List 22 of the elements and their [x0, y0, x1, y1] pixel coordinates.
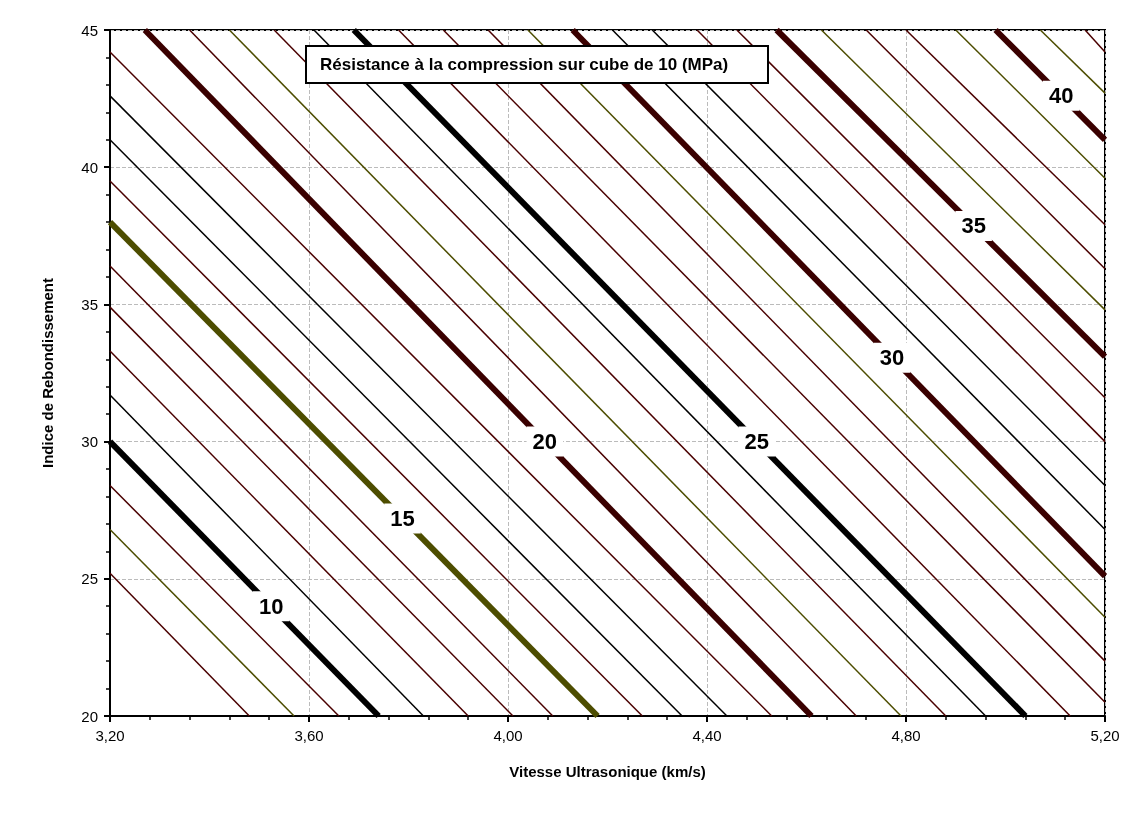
- series-label: 10: [258, 593, 284, 619]
- series-label: 15: [390, 505, 415, 531]
- y-tick-label: 30: [81, 433, 98, 451]
- text: Résistance à la compression sur cube de 10 (MPa): [320, 55, 729, 74]
- series-label: 25: [744, 429, 769, 455]
- y-tick-label: 35: [81, 295, 98, 313]
- y-tick-label: 25: [81, 570, 98, 588]
- y-axis-title: Indice de Rebondissement: [39, 277, 56, 469]
- x-axis-title: Vitesse Ultrasonique (km/s): [509, 763, 706, 780]
- series-label: 40: [1048, 83, 1074, 109]
- series-label: 35: [961, 213, 986, 239]
- x-tick-label: 3,20: [95, 727, 125, 744]
- x-tick-label: 4,00: [493, 727, 523, 744]
- x-tick-label: 3,60: [294, 727, 324, 744]
- x-tick-label: 4,80: [891, 727, 921, 744]
- x-tick-label: 5,20: [1090, 727, 1120, 744]
- series-label: 20: [532, 429, 558, 455]
- series-label: 30: [879, 345, 905, 371]
- y-tick-label: 20: [81, 707, 98, 725]
- y-tick-label: 40: [81, 158, 98, 176]
- y-tick-label: 45: [81, 21, 98, 39]
- x-tick-label: 4,40: [692, 727, 722, 744]
